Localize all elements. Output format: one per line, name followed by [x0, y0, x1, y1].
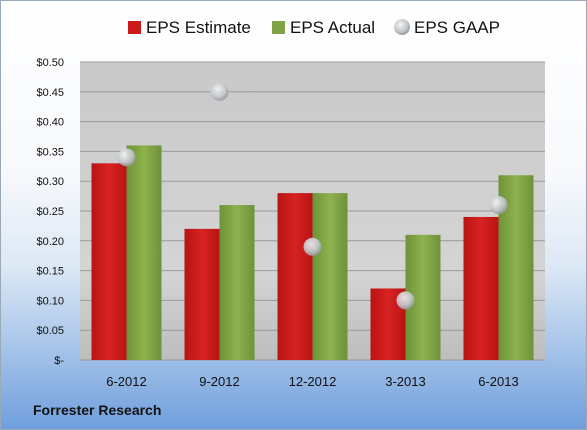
y-tick-label: $0.40: [36, 117, 64, 129]
legend-label: EPS Estimate: [146, 18, 251, 37]
gaap-point: [489, 196, 508, 215]
x-tick-label: 6-2012: [106, 374, 146, 389]
legend-swatch: [394, 19, 410, 35]
bar-eps-actual: [312, 193, 348, 360]
y-tick-label: $0.20: [36, 236, 64, 248]
legend-swatch: [272, 21, 285, 34]
x-tick-label: 6-2013: [478, 374, 518, 389]
bars: [91, 145, 534, 360]
bar-eps-estimate: [277, 193, 313, 360]
y-tick-label: $0.15: [36, 266, 64, 278]
bar-eps-actual: [219, 205, 255, 360]
gaap-point: [303, 237, 322, 256]
legend-swatch: [128, 21, 141, 34]
legend-label: EPS Actual: [290, 18, 375, 37]
bar-eps-actual: [126, 145, 162, 360]
x-tick-label: 9-2012: [199, 374, 239, 389]
gaap-point: [210, 82, 229, 101]
bar-eps-estimate: [184, 228, 220, 360]
source-label: Forrester Research: [33, 402, 162, 418]
gaap-point: [117, 148, 136, 167]
gaap-point: [396, 291, 415, 310]
bar-eps-estimate: [91, 163, 127, 360]
y-tick-label: $0.35: [36, 146, 64, 158]
x-tick-label: 12-2012: [289, 374, 337, 389]
x-axis: 6-2012 9-2012 12-2012 3-2013 6-2013: [106, 374, 518, 389]
y-axis: $- $0.05 $0.10 $0.15 $0.20 $0.25 $0.30 $0.35 $0.…: [36, 57, 64, 367]
legend: EPS Estimate EPS Actual EPS GAAP: [128, 18, 500, 37]
y-tick-label: $0.50: [36, 57, 64, 69]
x-tick-label: 3-2013: [385, 374, 425, 389]
y-tick-label: $0.10: [36, 295, 64, 307]
bar-eps-estimate: [463, 216, 499, 360]
gaap-points: [117, 82, 508, 310]
y-tick-label: $0.05: [36, 325, 64, 337]
y-tick-label: $0.25: [36, 206, 64, 218]
y-tick-label: $-: [54, 355, 64, 367]
y-tick-label: $0.30: [36, 176, 64, 188]
legend-label: EPS GAAP: [414, 18, 500, 37]
y-tick-label: $0.45: [36, 87, 64, 99]
